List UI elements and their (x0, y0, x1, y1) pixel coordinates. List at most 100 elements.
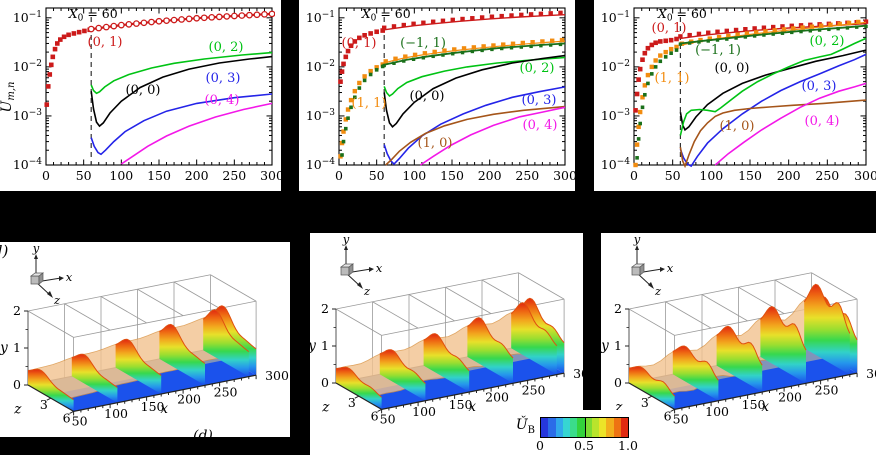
line-chart-3: 0 50 100 150 200 250 300 10−4 10−3 10−2 10−1 X0 = 6… (601, 6, 876, 183)
x-axis-label: x (160, 401, 168, 417)
series-label: (1, 1) (352, 96, 387, 111)
x-tick-label: 150 (742, 397, 766, 412)
x-end-tick-label: 300 (573, 366, 583, 381)
y-tick-label: 10−1 (306, 10, 335, 25)
series-label: (0, 2) (520, 61, 555, 76)
line-chart-2: 0 50 100 150 200 250 300 10−4 10−3 10−2 10−1 X0 = 6… (306, 6, 575, 183)
series-label: (1, 1) (655, 71, 690, 86)
series-label: (−1, 1) (400, 36, 446, 51)
series-label: (0, 0) (715, 61, 750, 76)
triad-y-label: y (32, 242, 40, 255)
x-tick-label: 150 (147, 168, 171, 183)
series-label: (0, 1) (88, 35, 123, 50)
y-tick-label: 2 (13, 303, 21, 318)
y-tick-label: 10−1 (13, 10, 42, 25)
colorbar-segment (584, 418, 592, 437)
x-tick-label: 300 (553, 168, 575, 183)
colorbar-segment (570, 418, 578, 437)
z-axis-label: z (614, 399, 623, 415)
vline-label: X0 = 60 (68, 6, 118, 24)
series-label: (0, 2) (209, 40, 244, 55)
series-label: (0, 3) (522, 93, 557, 108)
z-tick-label: 6 (371, 408, 379, 423)
z-tick-label: 6 (63, 410, 71, 425)
z-tick-label: 6 (664, 408, 672, 423)
series-label: (0, 3) (206, 71, 241, 86)
series-label: (1, 0) (720, 119, 755, 134)
cropped-caption-bottom: (d) (193, 428, 213, 437)
series-label: (0, 4) (805, 114, 840, 129)
x-tick-label: 300 (260, 168, 281, 183)
x-end-tick-label: 300 (265, 368, 289, 383)
y-tick-label: 10−3 (601, 108, 630, 123)
x-tick-label: 50 (72, 413, 88, 428)
x-tick-label: 0 (42, 168, 50, 183)
triad-z-label: z (53, 293, 61, 307)
colorbar-label: ǓB (515, 417, 535, 436)
x-tick-label: 100 (412, 404, 436, 419)
y-tick-label: 0 (321, 375, 329, 390)
x-tick-label: 300 (854, 168, 876, 183)
x-tick-label: 150 (141, 399, 165, 414)
y-tick-label: 10−4 (13, 157, 42, 172)
line-chart-panel-1: 0 50 100 150 200 250 300 10−4 10−3 10−2 10−1 Ǔm,n X0… (0, 0, 281, 191)
x-tick-label: 100 (402, 168, 426, 183)
y-tick-label: 2 (321, 301, 329, 316)
series-label: (−1, 1) (695, 43, 741, 58)
z-tick-label: 3 (40, 397, 48, 412)
y-tick-label: 0 (614, 375, 622, 390)
colorbar-segment (606, 418, 614, 437)
x-tick-label: 250 (815, 168, 839, 183)
colorbar-tick-0: 0 (536, 438, 544, 453)
x-tick-label: 200 (778, 390, 802, 405)
x-tick-label: 50 (76, 168, 92, 183)
cropped-caption-top: (d) (0, 242, 9, 260)
series-layer (633, 19, 869, 168)
series-label: (0, 1) (652, 21, 687, 36)
y-tick-label: 10−2 (601, 59, 630, 74)
y-tick-label: 10−4 (306, 157, 335, 172)
x-tick-label: 250 (222, 168, 246, 183)
colorbar-segment (620, 418, 628, 437)
triad-x-label: x (376, 261, 383, 275)
y-axis-label: y (310, 338, 316, 354)
colorbar-gradient (540, 417, 629, 438)
x-end-tick-label: 300 (866, 366, 876, 381)
y-tick-label: 2 (614, 301, 622, 316)
x-tick-label: 200 (777, 168, 801, 183)
x-tick-label: 150 (738, 168, 762, 183)
series-layer (338, 10, 566, 166)
colorbar-segment (548, 418, 556, 437)
x-axis-label: x (468, 399, 476, 415)
triad-z-label: z (654, 284, 662, 298)
x-tick-label: 200 (185, 168, 209, 183)
triad-x-label: x (66, 270, 73, 284)
z-axis-label: z (321, 399, 330, 415)
series-layer (44, 10, 275, 165)
x-tick-label: 50 (369, 168, 385, 183)
x-tick-label: 100 (699, 168, 723, 183)
series-label: (0, 4) (523, 118, 558, 133)
x-tick-label: 0 (335, 168, 343, 183)
x-tick-label: 250 (815, 382, 839, 397)
y-tick-label: 1 (321, 338, 329, 353)
series-label: (0, 2) (810, 34, 845, 49)
series-label: (0, 0) (126, 83, 161, 98)
x-tick-label: 0 (630, 168, 638, 183)
line-chart-1: 0 50 100 150 200 250 300 10−4 10−3 10−2 10−1 Ǔm,n X0… (0, 6, 281, 183)
y-axis-label: y (0, 340, 8, 356)
triad-x-label: x (667, 261, 674, 275)
z-axis-label: z (13, 401, 22, 417)
x-axis-label: x (761, 399, 769, 415)
series-label: (0, 3) (802, 79, 837, 94)
x-tick-label: 100 (104, 406, 128, 421)
series-label: (0, 4) (205, 93, 240, 108)
x-tick-label: 100 (109, 168, 133, 183)
colorbar-tick-0.5: 0.5 (574, 438, 594, 453)
x-tick-label: 50 (380, 411, 396, 426)
x-tick-label: 100 (705, 404, 729, 419)
x-tick-label: 250 (522, 382, 546, 397)
y-axis-label: Ǔm,n (0, 82, 17, 113)
